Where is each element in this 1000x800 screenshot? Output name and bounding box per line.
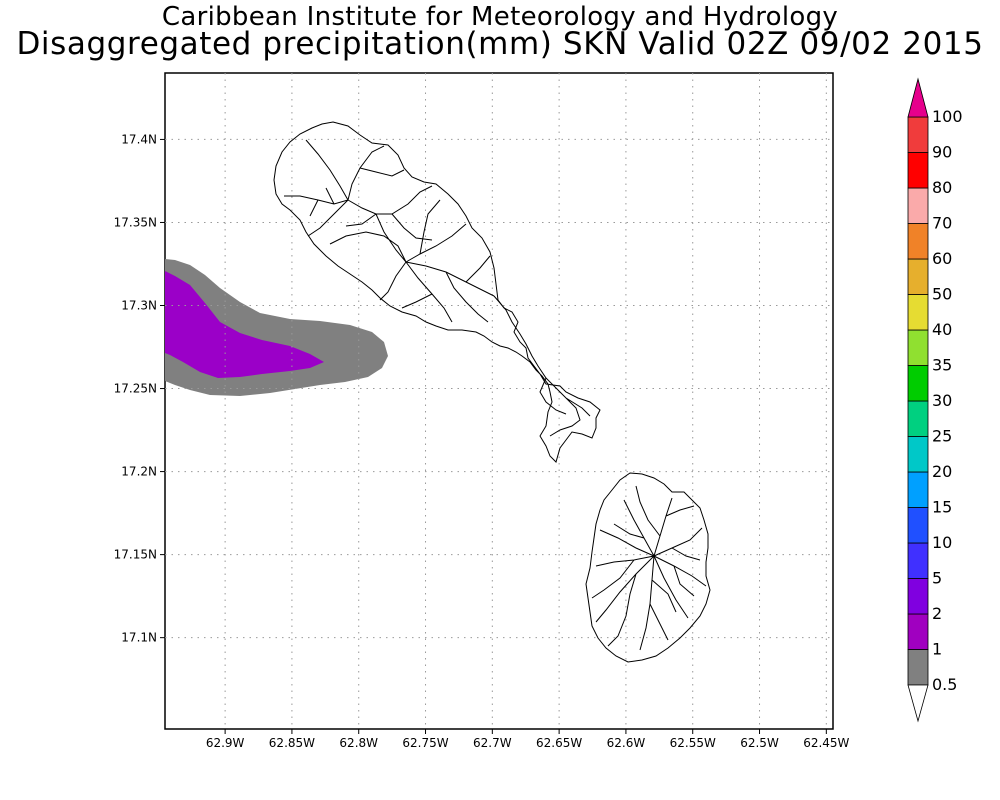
- x-tick-label: 62.75W: [402, 736, 448, 750]
- x-tick-label: 62.5W: [740, 736, 779, 750]
- colorbar-swatch: [907, 294, 929, 331]
- x-tick-label: 62.8W: [339, 736, 378, 750]
- colorbar-label: 90: [932, 143, 952, 162]
- colorbar-swatch: [907, 365, 929, 402]
- colorbar-swatch: [907, 436, 929, 473]
- colorbar-swatch: [907, 542, 929, 579]
- colorbar-swatch: [907, 187, 929, 224]
- nevis-drainage: [591, 485, 707, 651]
- x-tick-label: 62.9W: [206, 736, 245, 750]
- colorbar-swatch: [907, 116, 929, 153]
- colorbar-swatch: [907, 578, 929, 615]
- colorbar-label: 20: [932, 462, 952, 481]
- axis-ticks: [160, 138, 827, 734]
- colorbar-label: 0.5: [932, 675, 957, 694]
- colorbar-label: 10: [932, 533, 952, 552]
- x-tick-label: 62.7W: [473, 736, 512, 750]
- colorbar-bottom-arrow: [907, 684, 929, 723]
- y-tick-label: 17.15N: [114, 548, 157, 562]
- x-tick-label: 62.65W: [536, 736, 582, 750]
- x-axis-labels: 62.9W 62.85W 62.8W 62.75W 62.7W 62.65W 62.6W 62…: [206, 736, 850, 750]
- title-line-1: Caribbean Institute for Meteorology and …: [161, 2, 839, 32]
- colorbar-label: 60: [932, 249, 952, 268]
- colorbar-swatch: [907, 613, 929, 650]
- y-tick-label: 17.2N: [121, 465, 157, 479]
- colorbar-swatch: [907, 649, 929, 686]
- colorbar-label: 25: [932, 427, 952, 446]
- nevis-outline: [585, 472, 711, 663]
- colorbar-label: 15: [932, 498, 952, 517]
- colorbar-label: 5: [932, 569, 942, 588]
- colorbar-swatch: [907, 400, 929, 437]
- st-kitts-drainage: [284, 139, 591, 437]
- y-tick-label: 17.35N: [114, 215, 157, 229]
- colorbar-swatch: [907, 329, 929, 366]
- map-frame: [164, 72, 834, 730]
- st-kitts-outline: [273, 121, 601, 463]
- y-tick-label: 17.4N: [121, 132, 157, 146]
- y-tick-label: 17.1N: [121, 631, 157, 645]
- colorbar-label: 100: [932, 107, 963, 126]
- y-tick-label: 17.25N: [114, 382, 157, 396]
- island-nevis: [585, 472, 711, 663]
- colorbar-label: 50: [932, 285, 952, 304]
- y-tick-label: 17.3N: [121, 299, 157, 313]
- precipitation-areas: [165, 259, 388, 396]
- precip-area-purple: [165, 271, 324, 378]
- grid-lines: [165, 73, 833, 729]
- y-axis-labels: 17.4N 17.35N 17.3N 17.25N 17.2N 17.15N 17.1N: [114, 132, 157, 644]
- colorbar-label: 1: [932, 640, 942, 659]
- x-tick-label: 62.85W: [269, 736, 315, 750]
- island-st-kitts: [273, 121, 601, 463]
- colorbar-label: 70: [932, 214, 952, 233]
- colorbar-swatch: [907, 152, 929, 189]
- colorbar-label: 80: [932, 178, 952, 197]
- colorbar-label: 35: [932, 356, 952, 375]
- colorbar-top-arrow: [907, 77, 929, 118]
- colorbar-swatch: [907, 258, 929, 295]
- colorbar-label: 2: [932, 604, 942, 623]
- x-tick-label: 62.55W: [670, 736, 716, 750]
- colorbar-swatch: [907, 223, 929, 260]
- colorbar-swatch: [907, 507, 929, 544]
- colorbar-label: 40: [932, 320, 952, 339]
- x-tick-label: 62.6W: [607, 736, 646, 750]
- x-tick-label: 62.45W: [803, 736, 849, 750]
- colorbar-swatch: [907, 471, 929, 508]
- colorbar-label: 30: [932, 391, 952, 410]
- title-line-2: Disaggregated precipitation(mm) SKN Vali…: [16, 26, 984, 62]
